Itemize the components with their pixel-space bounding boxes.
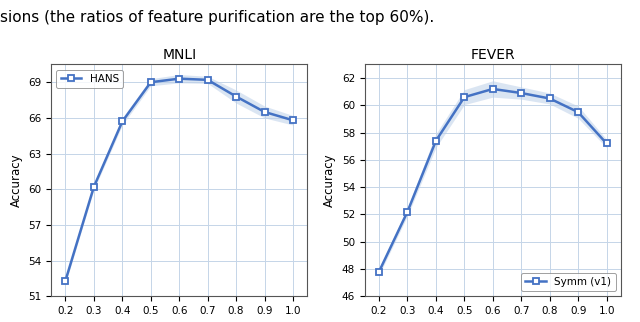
HANS <box>232 95 240 99</box>
Title: MNLI: MNLI <box>162 48 196 62</box>
Y-axis label: Accuracy: Accuracy <box>10 154 22 207</box>
HANS <box>90 185 98 189</box>
HANS <box>260 110 268 114</box>
Symm (v1) <box>404 210 412 213</box>
HANS <box>61 279 69 283</box>
Symm (v1) <box>546 97 554 100</box>
Symm (v1) <box>574 110 582 114</box>
Symm (v1) <box>461 95 468 99</box>
Line: HANS: HANS <box>62 76 296 284</box>
Legend: HANS: HANS <box>56 70 123 88</box>
Y-axis label: Accuracy: Accuracy <box>323 154 336 207</box>
Title: FEVER: FEVER <box>470 48 515 62</box>
HANS <box>289 118 297 122</box>
Symm (v1) <box>603 142 611 146</box>
Line: Symm (v1): Symm (v1) <box>376 86 610 275</box>
HANS <box>204 78 211 82</box>
Symm (v1) <box>489 87 497 91</box>
Legend: Symm (v1): Symm (v1) <box>521 273 616 291</box>
HANS <box>175 77 183 80</box>
Symm (v1) <box>432 139 440 143</box>
HANS <box>118 119 126 123</box>
HANS <box>147 80 155 84</box>
Symm (v1) <box>517 91 525 95</box>
Text: sions (the ratios of feature purification are the top 60%).: sions (the ratios of feature purificatio… <box>0 10 435 25</box>
Symm (v1) <box>375 270 383 274</box>
